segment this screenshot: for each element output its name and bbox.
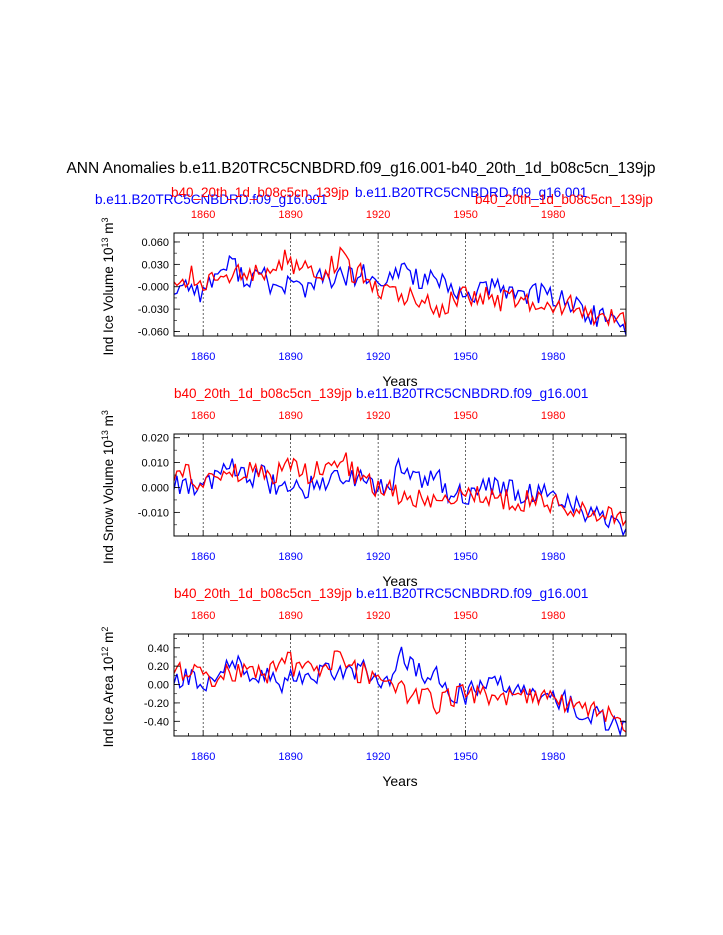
y-tick-label: -0.40 <box>144 716 169 728</box>
x-tick-label-top: 1980 <box>541 410 565 422</box>
x-tick-label-top: 1860 <box>191 209 215 221</box>
y-tick-label: -0.060 <box>138 327 169 339</box>
x-tick-label-top: 1890 <box>278 209 302 221</box>
x-tick-label-top: 1890 <box>278 610 302 622</box>
x-tick-label-bottom: 1980 <box>541 551 565 563</box>
panels-group: 0.060 0.030 -0.000 -0.030 -0.060 1860 1860 1890… <box>100 209 627 789</box>
x-tick-label-bottom: 1980 <box>541 751 565 763</box>
series-line-blue <box>173 457 627 537</box>
y-axis-title: Ind Ice Area 1012 m2 <box>100 627 116 748</box>
header-center-label: b40_20th_1d_b08c5cn_139jp <box>171 185 349 200</box>
x-tick-label-top: 1950 <box>453 209 477 221</box>
series-line-red <box>173 452 627 527</box>
x-tick-label-bottom: 1860 <box>191 351 215 363</box>
y-tick-label: 0.060 <box>141 237 169 249</box>
y-tick-label: 0.020 <box>141 433 169 445</box>
panel-top-label-red: b40_20th_1d_b08c5cn_139jp <box>174 386 352 401</box>
x-tick-label-bottom: 1950 <box>453 551 477 563</box>
series-line-red <box>173 246 627 331</box>
x-tick-label-bottom: 1920 <box>366 551 390 563</box>
x-axis-title: Years <box>382 373 417 389</box>
y-axis-title: Ind Snow Volume 1013 m3 <box>100 410 116 564</box>
x-tick-label-bottom: 1920 <box>366 751 390 763</box>
x-tick-label-top: 1890 <box>278 410 302 422</box>
x-tick-label-top: 1920 <box>366 610 390 622</box>
x-tick-label-top: 1860 <box>191 610 215 622</box>
y-tick-label: 0.010 <box>141 458 169 470</box>
y-tick-label: 0.40 <box>148 643 169 655</box>
x-tick-label-bottom: 1950 <box>453 351 477 363</box>
x-tick-label-top: 1920 <box>366 209 390 221</box>
x-tick-label-bottom: 1980 <box>541 351 565 363</box>
x-tick-label-bottom: 1860 <box>191 551 215 563</box>
x-tick-label-top: 1860 <box>191 410 215 422</box>
x-tick-label-bottom: 1890 <box>278 351 302 363</box>
x-tick-label-top: 1920 <box>366 410 390 422</box>
x-axis-title: Years <box>382 573 417 589</box>
header-overlap-label: b.e11.B20TRC5CNBDRD.f09_g16.001 <box>355 185 587 200</box>
x-tick-label-bottom: 1920 <box>366 351 390 363</box>
panel-top-label-red: b40_20th_1d_b08c5cn_139jp <box>174 586 352 601</box>
chart-panel-ice_area: 0.40 0.20 0.00 -0.20 -0.40 1860 1860 1890 1890 19… <box>100 586 627 789</box>
y-axis-title: Ind Ice Volume 1013 m3 <box>100 217 116 355</box>
x-tick-label-bottom: 1890 <box>278 751 302 763</box>
y-tick-label: 0.00 <box>148 680 169 692</box>
y-tick-label: -0.20 <box>144 698 169 710</box>
y-tick-label: 0.20 <box>148 661 169 673</box>
x-axis-title: Years <box>382 773 417 789</box>
plot-frame <box>173 633 627 737</box>
x-tick-label-bottom: 1860 <box>191 751 215 763</box>
x-tick-label-top: 1980 <box>541 610 565 622</box>
x-tick-label-bottom: 1950 <box>453 751 477 763</box>
y-tick-label: -0.010 <box>138 507 169 519</box>
header-left-label: b.e11.B20TRC5CNBDRD.f09_g16.001 <box>95 192 327 207</box>
series-line-blue <box>173 646 627 737</box>
y-tick-label: -0.030 <box>138 304 169 316</box>
y-tick-label: 0.030 <box>141 259 169 271</box>
x-tick-label-top: 1950 <box>453 410 477 422</box>
header-right-label: b40_20th_1d_b08c5cn_139jp <box>475 192 653 207</box>
series-line-red <box>173 650 627 733</box>
x-tick-label-top: 1980 <box>541 209 565 221</box>
plot-frame <box>173 232 627 337</box>
panel-top-label-blue: b.e11.B20TRC5CNBDRD.f09_g16.001 <box>356 386 588 401</box>
chart-panel-ice_volume: 0.060 0.030 -0.000 -0.030 -0.060 1860 1860 1890… <box>100 209 627 389</box>
figure-title: ANN Anomalies b.e11.B20TRC5CNBDRD.f09_g1… <box>66 160 655 177</box>
chart-panel-snow_volume: 0.020 0.010 0.000 -0.010 1860 1860 1890 1890 192… <box>100 386 627 589</box>
y-tick-label: 0.000 <box>141 482 169 494</box>
plot-frame <box>173 433 627 537</box>
series-line-blue <box>173 254 627 336</box>
y-tick-label: -0.000 <box>138 282 169 294</box>
x-tick-label-bottom: 1890 <box>278 551 302 563</box>
panel-top-label-blue: b.e11.B20TRC5CNBDRD.f09_g16.001 <box>356 586 588 601</box>
x-tick-label-top: 1950 <box>453 610 477 622</box>
